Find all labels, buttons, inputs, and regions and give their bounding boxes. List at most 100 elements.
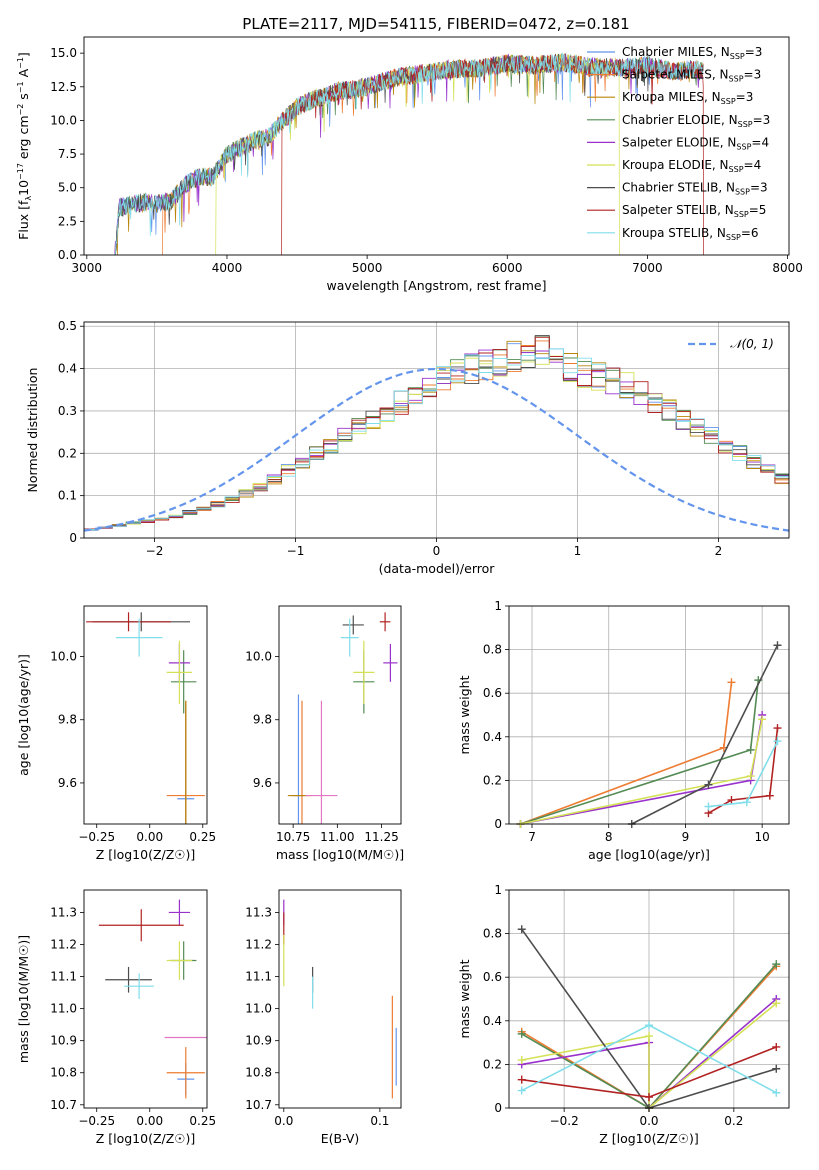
y-axis-label: Normed distribution [25, 368, 40, 493]
y-tick-label: 9.8 [58, 713, 77, 727]
spectrum-panel: 3000 4000 5000 6000 7000 8000 0.0 2.5 5.0 7.5 10.0… [16, 36, 803, 293]
histogram-step-line [84, 336, 789, 530]
y-tick-label: 10.9 [245, 1034, 272, 1048]
y-tick-label: 10.8 [50, 1066, 77, 1080]
mass-vs-metallicity-panel: −0.25 0.00 0.25 10.7 10.8 10.9 11.0 11.1 11.2 11.… [16, 889, 216, 1146]
x-axis-label: E(B-V) [321, 1131, 360, 1146]
gaussian-reference-curve [84, 367, 789, 532]
x-tick-label: −0.2 [550, 1114, 579, 1128]
legend-equals: = [736, 90, 746, 104]
x-tick-label: 9 [682, 830, 690, 844]
y-tick-label: 0.2 [483, 1057, 502, 1071]
y-tick-label: 10.7 [50, 1098, 77, 1112]
x-tick-label: 8000 [772, 261, 803, 275]
plus-marker [727, 678, 736, 687]
plus-marker [517, 1029, 526, 1038]
y-tick-label: 10.9 [50, 1034, 77, 1048]
y-tick-label: 5.0 [58, 181, 77, 195]
y-tick-label: 0.4 [483, 1014, 502, 1028]
legend-nssp-value: 3 [763, 113, 771, 127]
axes-frame [83, 889, 208, 1109]
y-axis-label: mass [log10(M/M☉)] [16, 935, 31, 1063]
plus-marker [645, 1021, 653, 1030]
legend-equals: = [741, 226, 751, 240]
y-tick-label: 15.0 [50, 46, 77, 60]
x-axis-label: mass [log10(M/M☉)] [276, 847, 404, 862]
spectrum-series-line [114, 54, 704, 255]
legend-entry-name: Chabrier MILES, N [622, 45, 730, 59]
legend-subscript: SSP [721, 97, 736, 106]
plus-marker [772, 1064, 781, 1073]
y-tick-label: 0.2 [483, 773, 502, 787]
y-tick-label: 1 [494, 599, 502, 613]
legend-subscript: SSP [736, 142, 751, 151]
spectrum-series-line [114, 53, 704, 255]
legend-entry: Salpeter MILES, NSSP=3 [622, 68, 761, 84]
age-vs-mass-panel: 10.75 11.00 11.25 9.6 9.8 10.0 mass [log10(M/M… [245, 605, 404, 862]
legend-nssp-value: 3 [746, 90, 754, 104]
legend-entry: Chabrier MILES, NSSP=3 [622, 45, 762, 61]
legend-entry: Kroupa STELIB, NSSP=6 [622, 226, 759, 242]
legend-equals: = [745, 45, 755, 59]
plus-marker [772, 1042, 781, 1051]
axes-frame [83, 36, 790, 256]
x-tick-label: −0.25 [78, 830, 115, 844]
spectrum-series-line [114, 53, 704, 255]
y-tick-label: 11.0 [50, 1002, 77, 1016]
axes-frame [83, 605, 208, 825]
y-tick-label: 0.8 [483, 927, 502, 941]
x-tick-label: 3000 [72, 261, 103, 275]
plus-marker [517, 1086, 526, 1095]
x-tick-label: 5000 [352, 261, 383, 275]
legend-entry-name: Salpeter STELIB, N [622, 203, 734, 217]
x-axis-label: (data-model)/error [379, 561, 496, 576]
x-axis-label: wavelength [Angstrom, rest frame] [326, 278, 546, 293]
plus-marker [704, 802, 713, 811]
legend-equals: = [744, 158, 754, 172]
x-axis-label: Z [log10(Z/Z☉)] [96, 847, 196, 862]
legend-entry-name: Salpeter MILES, N [622, 68, 729, 82]
plus-marker [645, 1093, 653, 1102]
x-tick-label: 10 [755, 830, 770, 844]
y-tick-label: 0.4 [58, 362, 77, 376]
axes-frame [508, 605, 790, 825]
plus-marker [773, 724, 782, 733]
mass-weight-vs-metallicity-panel: −0.2 0.0 0.2 0 0.2 0.4 0.6 0.8 1 Z [log10(Z/Z☉)] m… [457, 883, 790, 1146]
legend-entry: Chabrier ELODIE, NSSP=3 [622, 113, 770, 129]
spectrum-series-line [114, 52, 704, 255]
plus-marker [772, 1088, 781, 1097]
histogram-step-line [84, 335, 789, 531]
histogram-step-line [84, 348, 789, 530]
legend-subscript: SSP [735, 188, 750, 197]
plus-marker [772, 960, 781, 969]
x-tick-label: 0.1 [370, 1114, 389, 1128]
x-tick-label: 11.25 [364, 830, 398, 844]
y-tick-label: 12.5 [50, 80, 77, 94]
y-tick-label: 0.3 [58, 404, 77, 418]
legend-entry-name: Salpeter ELODIE, N [622, 135, 736, 149]
legend-entry-name: Chabrier STELIB, N [622, 181, 735, 195]
legend-entry: Salpeter ELODIE, NSSP=4 [622, 135, 769, 151]
legend-nssp-value: 3 [755, 45, 763, 59]
legend-subscript: SSP [734, 210, 749, 219]
plus-marker [746, 772, 755, 781]
x-tick-label: 10.75 [276, 830, 310, 844]
x-tick-label: 0.0 [274, 1114, 293, 1128]
plus-marker [746, 745, 755, 754]
y-tick-label: 0.0 [58, 248, 77, 262]
y-tick-label: 0.8 [483, 643, 502, 657]
axes-frame [83, 321, 790, 539]
y-tick-label: 0.4 [483, 730, 502, 744]
axes-frame [278, 889, 402, 1109]
legend-nssp-value: 4 [754, 158, 762, 172]
y-tick-label: 10.0 [245, 650, 272, 664]
y-tick-label: 9.6 [58, 776, 77, 790]
x-tick-label: 7 [528, 830, 536, 844]
plus-marker [773, 641, 782, 650]
mass-weight-vs-age-panel: 7 8 9 10 0 0.2 0.4 0.6 0.8 1 age [log10(age/yr)] ma… [457, 599, 790, 862]
plus-marker [758, 715, 767, 724]
y-axis-label: mass weight [457, 959, 472, 1038]
y-tick-label: 1 [494, 883, 502, 897]
x-axis-label: Z [log10(Z/Z☉)] [96, 1131, 196, 1146]
legend-nssp-value: 4 [761, 135, 769, 149]
